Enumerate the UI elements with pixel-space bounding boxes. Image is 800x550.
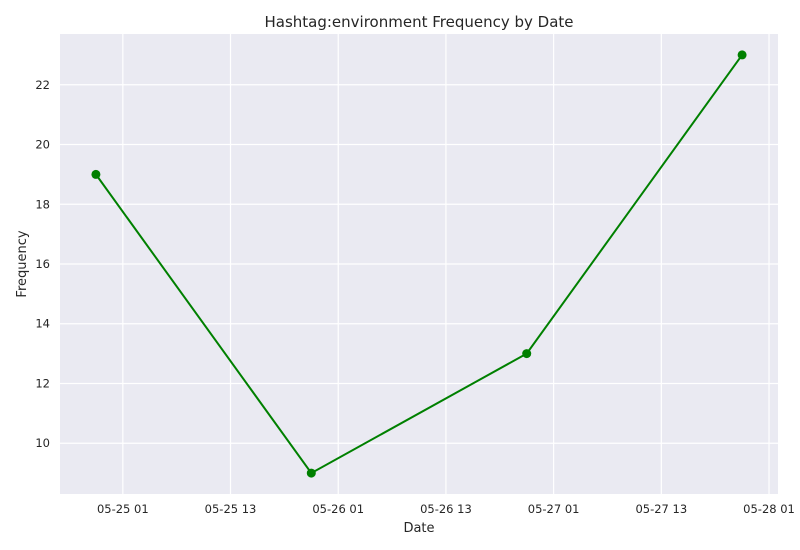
x-axis-label: Date (403, 521, 434, 536)
x-tick-label: 05-27 01 (528, 502, 580, 516)
y-tick-label: 16 (35, 257, 50, 271)
series-line (95, 54, 743, 475)
x-tick-label: 05-27 13 (635, 502, 687, 516)
x-tick-label: 05-26 01 (312, 502, 364, 516)
y-axis-label: Frequency (15, 230, 30, 297)
data-point (91, 169, 101, 179)
x-tick-label: 05-26 13 (420, 502, 472, 516)
data-point (306, 468, 316, 478)
y-tick-label: 20 (35, 138, 50, 152)
chart-title: Hashtag:environment Frequency by Date (264, 13, 573, 31)
y-tick-label: 18 (35, 197, 50, 211)
x-tick-label: 05-28 01 (743, 502, 795, 516)
data-point (522, 349, 532, 359)
x-tick-label: 05-25 01 (97, 502, 149, 516)
y-tick-label: 22 (35, 78, 50, 92)
x-tick-labels: 05-25 01 05-25 13 05-26 01 05-26 13 05-27 01… (97, 502, 795, 516)
y-tick-labels: 10 12 14 16 18 20 22 (35, 78, 50, 450)
y-tick-label: 14 (35, 317, 50, 331)
y-tick-label: 12 (35, 376, 50, 390)
x-tick-label: 05-25 13 (205, 502, 257, 516)
gridlines (60, 34, 778, 494)
data-series (91, 50, 747, 478)
data-point (737, 50, 747, 60)
y-tick-label: 10 (35, 436, 50, 450)
